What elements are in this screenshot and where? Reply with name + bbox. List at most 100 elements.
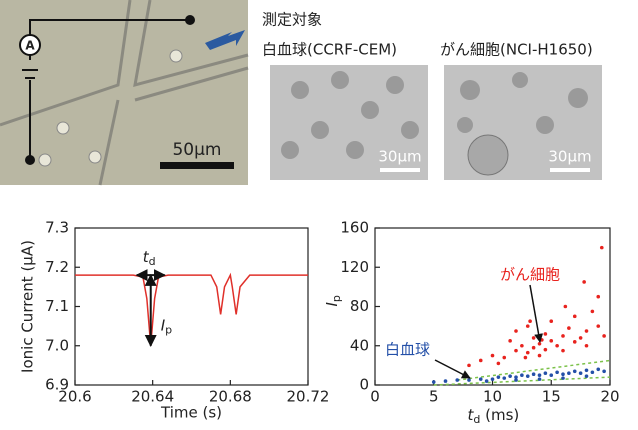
x-tick-label: 0 <box>370 388 380 406</box>
data-point <box>567 371 571 375</box>
y-tick-label: 7.0 <box>45 336 69 354</box>
data-point <box>526 374 530 378</box>
plot-frame <box>75 228 308 385</box>
data-point <box>514 378 518 382</box>
data-point <box>520 344 524 348</box>
data-point <box>544 371 548 375</box>
data-point <box>549 319 553 323</box>
data-point <box>455 378 459 382</box>
target-label: 測定対象 <box>262 11 322 29</box>
data-point <box>602 334 606 338</box>
y-tick-label: 120 <box>340 258 369 276</box>
data-point <box>600 246 604 250</box>
data-point <box>528 319 532 323</box>
reference-line <box>434 377 610 385</box>
cancer-label: がん細胞(NCI-H1650) <box>440 41 593 59</box>
data-point <box>467 364 471 368</box>
data-point <box>514 329 518 333</box>
data-point <box>549 339 553 343</box>
scale-label: 50μm <box>172 140 221 160</box>
figure: A 50μm 測定対象 白血球(CCRF-CEM) がん細胞(NCI-H1650… <box>0 0 638 430</box>
subscript: p <box>165 323 172 336</box>
data-point <box>526 351 530 355</box>
y-tick-label: 7.1 <box>45 297 69 315</box>
subscript: p <box>330 295 343 302</box>
y-tick-label: 0 <box>359 376 369 394</box>
y-axis-label: Ionic Current (μA) <box>19 240 37 373</box>
data-point <box>538 354 542 358</box>
y-tick-label: 7.2 <box>45 258 69 276</box>
data-point <box>585 329 589 333</box>
data-point <box>538 342 542 346</box>
data-point <box>514 349 518 353</box>
data-point <box>497 362 501 366</box>
ammeter-label: A <box>25 39 35 53</box>
wbc-label: 白血球(CCRF-CEM) <box>262 41 397 59</box>
legend-label: 白血球 <box>385 341 430 359</box>
label-arrow <box>530 285 540 342</box>
data-point <box>585 344 589 348</box>
data-point <box>491 377 495 381</box>
data-point <box>573 340 577 344</box>
data-point <box>555 370 559 374</box>
data-point <box>520 373 524 377</box>
unit: (ms) <box>480 406 519 424</box>
data-point <box>491 354 495 358</box>
axis-label: td <box>143 248 156 269</box>
data-point <box>467 378 471 382</box>
data-point <box>561 334 565 338</box>
subscript: d <box>149 255 156 268</box>
data-point <box>502 356 506 360</box>
micrograph: A 50μm <box>0 0 248 185</box>
data-point <box>544 348 548 352</box>
data-point <box>479 377 483 381</box>
plot-frame <box>375 228 610 385</box>
data-point <box>585 368 589 372</box>
data-point <box>532 336 536 340</box>
wbc-image: 30μm <box>270 65 428 180</box>
data-point <box>561 349 565 353</box>
x-tick-label: 5 <box>429 388 439 406</box>
data-point <box>532 346 536 350</box>
x-tick-label: 20 <box>600 388 619 406</box>
axis-label: Ip <box>323 295 344 306</box>
axis-label: Ip <box>161 316 172 337</box>
data-point <box>591 310 595 314</box>
data-point <box>508 374 512 378</box>
subscript: d <box>473 413 480 426</box>
data-point <box>549 373 553 377</box>
y-tick-label: 7.3 <box>45 219 69 237</box>
x-tick-label: 15 <box>542 388 561 406</box>
data-point <box>444 379 448 383</box>
scale-label: 30μm <box>548 148 591 166</box>
cancer-image: 30μm <box>444 65 602 180</box>
data-point <box>561 376 565 380</box>
axis-label: td (ms) <box>468 406 520 427</box>
legend-label: がん細胞 <box>500 266 560 284</box>
data-point <box>485 379 489 383</box>
data-point <box>585 374 589 378</box>
data-point <box>579 371 583 375</box>
data-point <box>567 326 571 330</box>
data-point <box>555 344 559 348</box>
data-point <box>532 372 536 376</box>
data-point <box>432 380 436 384</box>
scale-label: 30μm <box>378 148 421 166</box>
data-point <box>544 332 548 336</box>
data-point <box>524 356 528 360</box>
data-point <box>564 305 568 309</box>
x-tick-label: 10 <box>483 388 502 406</box>
data-point <box>579 336 583 340</box>
data-point <box>596 324 600 328</box>
data-point <box>538 377 542 381</box>
y-tick-label: 40 <box>350 336 369 354</box>
data-point <box>602 369 606 373</box>
trace-line <box>75 275 308 346</box>
data-point <box>502 376 506 380</box>
data-point <box>479 359 483 363</box>
x-tick-label: 20.6 <box>58 388 91 406</box>
data-point <box>538 373 542 377</box>
data-point <box>596 295 600 299</box>
y-tick-label: 80 <box>350 297 369 315</box>
